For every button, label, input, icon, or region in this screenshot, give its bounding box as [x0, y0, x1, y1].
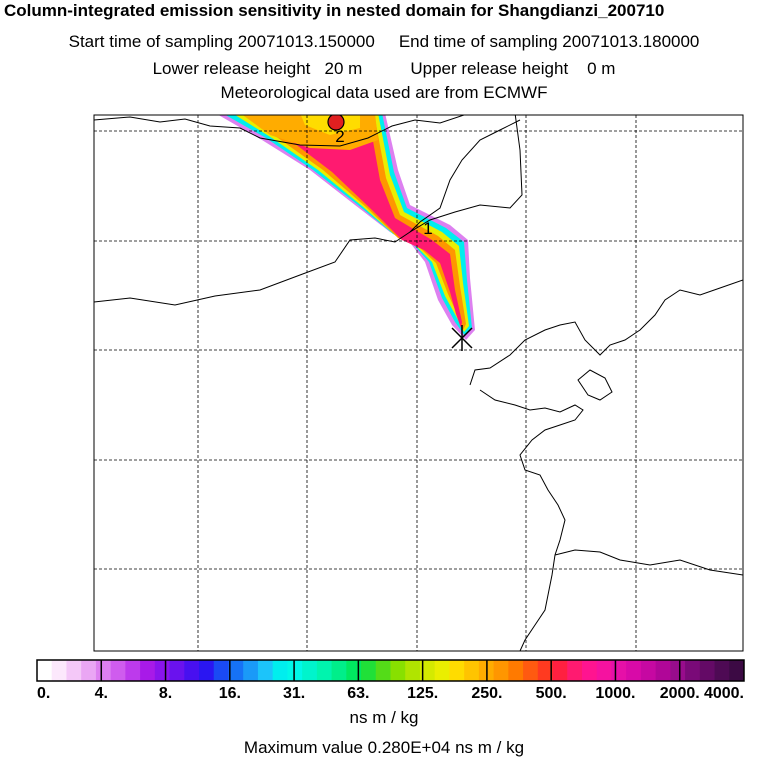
colorbar-cell — [361, 660, 377, 681]
colorbar-tick-label: 250. — [471, 685, 502, 702]
colorbar-cell — [243, 660, 259, 681]
colorbar-cell — [493, 660, 509, 681]
colorbar-cell — [729, 660, 745, 681]
trajectory-marker-2: 2 — [335, 127, 344, 146]
colorbar-cell — [346, 660, 362, 681]
colorbar-tick-label: 4000. — [704, 685, 744, 702]
colorbar-frame — [36, 659, 745, 682]
lower-release-label: Lower release height 20 m — [152, 59, 363, 78]
colorbar-cell — [184, 660, 200, 681]
colorbar-tick-label: 2000. — [660, 685, 700, 702]
release-height-line: Lower release height 20 m Upper release h… — [0, 59, 768, 79]
start-time-label: Start time of sampling 20071013.150000 — [68, 32, 375, 51]
colorbar-cell — [537, 660, 554, 681]
colorbar-cell — [567, 660, 583, 681]
colorbar-cell — [390, 660, 406, 681]
maximum-value-label: Maximum value 0.280E+04 ns m / kg — [243, 738, 525, 757]
colorbar-tick-label: 16. — [219, 685, 241, 702]
colorbar-cell — [199, 660, 215, 681]
colorbar-cell — [213, 660, 229, 681]
colorbar-cell — [611, 660, 627, 681]
emission-sensitivity-plume — [218, 115, 475, 340]
receptor-marker — [451, 325, 473, 351]
chart-title: Column-integrated emission sensitivity i… — [4, 1, 665, 20]
colorbar-cell — [640, 660, 657, 681]
colorbar-cell — [95, 660, 112, 681]
colorbar-cell — [228, 660, 244, 681]
colorbar-tick-label: 8. — [159, 685, 172, 702]
colorbar-cell — [154, 660, 171, 681]
colorbar-cell — [419, 660, 436, 681]
colorbar-cell — [375, 660, 391, 681]
colorbar-cells — [37, 660, 745, 681]
colorbar-unit-label: ns m / kg — [349, 708, 419, 727]
colorbar-cell — [670, 660, 686, 681]
map-frame — [93, 114, 744, 652]
colorbar-cell — [81, 660, 97, 681]
colorbar-cell — [169, 660, 185, 681]
colorbar-cell — [37, 660, 53, 681]
colorbar-cell — [287, 660, 303, 681]
colorbar-cell — [552, 660, 568, 681]
colorbar-tick-label: 63. — [347, 685, 369, 702]
end-time-label: End time of sampling 20071013.180000 — [398, 32, 700, 51]
colorbar-cell — [523, 660, 539, 681]
sampling-time-line: Start time of sampling 20071013.150000 En… — [0, 32, 768, 52]
colorbar-cell — [508, 660, 524, 681]
colorbar-cell — [302, 660, 318, 681]
colorbar-cell — [626, 660, 642, 681]
upper-release-label: Upper release height 0 m — [410, 59, 616, 78]
colorbar-cell — [66, 660, 82, 681]
colorbar-cell — [685, 660, 701, 681]
plume-core — [260, 115, 462, 328]
colorbar-tick-label: 31. — [283, 685, 305, 702]
colorbar-cell — [110, 660, 126, 681]
colorbar-cell — [405, 660, 421, 681]
colorbar-cell — [434, 660, 450, 681]
colorbar-cell — [257, 660, 274, 681]
colorbar-cell — [272, 660, 288, 681]
colorbar-cell — [699, 660, 716, 681]
colorbar-tick-label: 4. — [95, 685, 108, 702]
colorbar-cell — [125, 660, 141, 681]
colorbar-cell — [714, 660, 730, 681]
colorbar-tick-label: 0. — [37, 685, 50, 702]
trajectory-marker-2-dot — [327, 115, 345, 131]
colorbar-cell — [140, 660, 156, 681]
colorbar-cell — [655, 660, 671, 681]
colorbar-ticks — [100, 660, 681, 681]
colorbar-tick-labels: 0. 4. 8. 16. 31. 63. 125. 250. 500. 1000. 2000. 400… — [37, 685, 744, 702]
colorbar-cell — [581, 660, 598, 681]
colorbar-tick-label: 500. — [536, 685, 567, 702]
colorbar-cell — [51, 660, 67, 681]
colorbar-cell — [596, 660, 612, 681]
colorbar-cell — [449, 660, 465, 681]
colorbar-cell — [316, 660, 333, 681]
colorbar-cell — [331, 660, 347, 681]
met-data-label: Meteorological data used are from ECMWF — [220, 83, 548, 102]
colorbar-cell — [464, 660, 480, 681]
trajectory-marker-1: 1 — [423, 219, 432, 238]
colorbar-tick-label: 1000. — [595, 685, 635, 702]
graticule — [94, 115, 743, 651]
colorbar-tick-label: 125. — [407, 685, 438, 702]
coastlines — [94, 115, 743, 651]
